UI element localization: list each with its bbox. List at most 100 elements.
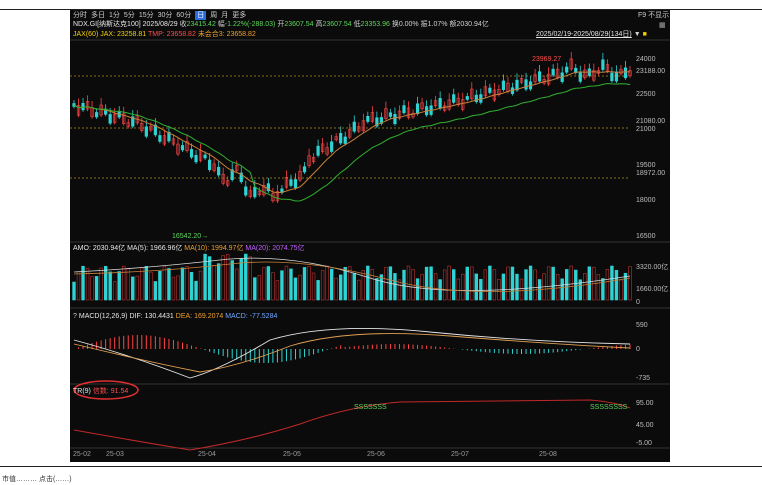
volume-bar [479, 279, 483, 301]
candle-body [379, 117, 383, 124]
candle-body [483, 86, 487, 97]
x-tick: 25-03 [106, 451, 124, 458]
lock-icon[interactable]: ■ [642, 31, 647, 38]
tab-周[interactable]: 周 [210, 12, 218, 19]
candle-body [162, 135, 167, 145]
volume-bar [167, 268, 171, 301]
candle-body [212, 163, 216, 171]
candle-body [208, 159, 212, 171]
candle-body [235, 164, 239, 171]
volume-bar [483, 269, 488, 301]
volume-bar [442, 269, 447, 301]
volume-bar [225, 254, 230, 301]
candle-body [610, 72, 614, 82]
tab-5分[interactable]: 5分 [123, 12, 135, 19]
dif-line [73, 327, 631, 379]
candle-body [253, 186, 257, 198]
volume-bar [551, 266, 555, 301]
price-tick: 24000 [636, 56, 656, 63]
candle-body [628, 70, 632, 77]
price-tick: 22500 [636, 91, 656, 98]
price-tick: 21000 [636, 126, 656, 133]
candle-body [171, 138, 176, 145]
candle-body [474, 94, 478, 102]
candle-body [397, 110, 402, 119]
grid-icon[interactable]: ▦ [659, 22, 666, 29]
ma-line-long [73, 82, 631, 202]
date-range[interactable]: 2025/02/19-2025/08/29(134日) ▼ ■ [536, 31, 647, 38]
candle-body [434, 100, 438, 107]
volume-bar [271, 272, 275, 301]
volume-bar [90, 276, 94, 301]
low-marker: 16542.20→ [172, 233, 209, 240]
candle-body [488, 87, 492, 93]
tab-分时[interactable]: 分时 [73, 12, 87, 19]
candle-body [108, 114, 112, 124]
x-tick: 25-06 [367, 451, 385, 458]
tab-多日[interactable]: 多日 [91, 12, 105, 19]
candle-body [176, 143, 180, 155]
volume-bar [424, 266, 429, 301]
volume-bar [85, 267, 90, 301]
candle-body [569, 58, 573, 70]
volume-bar [574, 269, 578, 301]
candle-body [307, 155, 311, 167]
volume-bar [149, 271, 153, 301]
candle-body [402, 105, 406, 114]
candle-body [519, 78, 524, 83]
candle-body [126, 122, 130, 127]
volume-bar [280, 270, 284, 301]
tab-1分[interactable]: 1分 [109, 12, 120, 19]
volume-ma [73, 261, 631, 292]
candle-body [293, 179, 298, 189]
tab-更多[interactable]: 更多 [232, 12, 247, 19]
dropdown-icon[interactable]: ▼ [633, 31, 641, 38]
volume-bar [348, 266, 352, 301]
volume-bar [329, 268, 334, 301]
macd-tick: 590 [636, 322, 648, 329]
volume-bar [81, 265, 85, 301]
candle-body [113, 113, 117, 123]
volume-bar [343, 267, 347, 301]
macd-tick: -735 [636, 375, 651, 382]
volume-bar [555, 274, 560, 301]
candle-body [605, 64, 609, 72]
volume-bar [515, 273, 519, 301]
volume-bar [397, 279, 402, 301]
tab-30分[interactable]: 30分 [157, 12, 173, 19]
tab-月[interactable]: 月 [221, 12, 229, 19]
tab-60分[interactable]: 60分 [176, 12, 192, 19]
candle-body [556, 68, 560, 78]
volume-bar [320, 270, 325, 301]
candle-body [443, 105, 447, 111]
tab-日[interactable]: 日 [195, 11, 207, 20]
volume-bar [212, 265, 216, 301]
candle-body [623, 67, 628, 79]
f9-toggle[interactable]: F9 不显示 [638, 12, 670, 19]
candle-body [321, 143, 325, 152]
volume-bar [384, 266, 388, 301]
volume-bar [456, 278, 460, 301]
volume-bar [126, 268, 130, 301]
candle-body [131, 116, 135, 127]
candle-body [339, 133, 343, 144]
volume-bar [158, 270, 162, 301]
candle-body [99, 104, 103, 116]
volume-bar [452, 269, 456, 301]
volume-bar [289, 268, 293, 301]
volume-bar [244, 253, 248, 301]
volume-bar [366, 265, 370, 301]
candle-body [406, 107, 411, 118]
tab-15分[interactable]: 15分 [138, 12, 154, 19]
volume-bar [488, 265, 492, 301]
chart-panel[interactable]: 分时 多日 1分 5分 15分 30分 60分日周月更多 F9 不显示 ▦ NDX.GI[纳… [70, 10, 670, 462]
tr-tick: 95.00 [636, 400, 654, 407]
candle-body [275, 191, 280, 202]
candle-body [592, 70, 596, 81]
candle-body [375, 117, 379, 127]
volume-bar [474, 273, 479, 301]
volume-bar [144, 266, 149, 301]
volume-bar [135, 275, 139, 301]
candle-body [153, 124, 157, 136]
candle-body [230, 169, 234, 180]
